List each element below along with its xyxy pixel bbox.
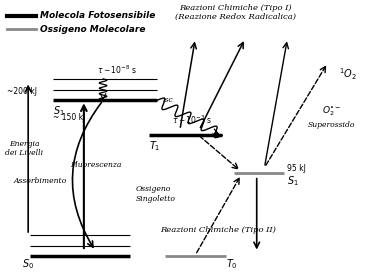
Text: Assorbimento: Assorbimento <box>13 177 66 185</box>
Text: $T_0$: $T_0$ <box>226 258 238 271</box>
Text: Molecola Fotosensibile: Molecola Fotosensibile <box>40 11 155 20</box>
Text: ~ 150 kJ: ~ 150 kJ <box>53 113 85 122</box>
Text: $\tau \sim 10^{-3}$ s: $\tau \sim 10^{-3}$ s <box>172 113 212 126</box>
Text: $S_1$: $S_1$ <box>288 174 299 188</box>
Text: $^1O_2$: $^1O_2$ <box>339 66 357 81</box>
Text: Superossido: Superossido <box>308 121 355 129</box>
Text: $T_1$: $T_1$ <box>149 139 161 153</box>
Text: Ossigeno
Singoletto: Ossigeno Singoletto <box>136 185 176 203</box>
Text: Ossigeno Molecolare: Ossigeno Molecolare <box>40 25 145 34</box>
Text: ~200 kJ: ~200 kJ <box>7 87 37 96</box>
Text: Fluorescenza: Fluorescenza <box>71 161 122 169</box>
Text: $\tau \sim 10^{-8}$ s: $\tau \sim 10^{-8}$ s <box>97 64 137 76</box>
Text: Reazioni Chimiche (Tipo I)
(Reazione Redox Radicalica): Reazioni Chimiche (Tipo I) (Reazione Red… <box>175 4 296 21</box>
Text: $O_2^{\bullet -}$: $O_2^{\bullet -}$ <box>322 104 341 118</box>
Text: isc: isc <box>163 96 173 104</box>
Text: 95 kJ: 95 kJ <box>288 164 306 173</box>
Text: $S_0$: $S_0$ <box>23 258 35 271</box>
Text: $S_1$: $S_1$ <box>53 104 65 118</box>
Text: Energia
dei Livelli: Energia dei Livelli <box>5 140 43 157</box>
Text: Reazioni Chimiche (Tipo II): Reazioni Chimiche (Tipo II) <box>160 225 276 233</box>
